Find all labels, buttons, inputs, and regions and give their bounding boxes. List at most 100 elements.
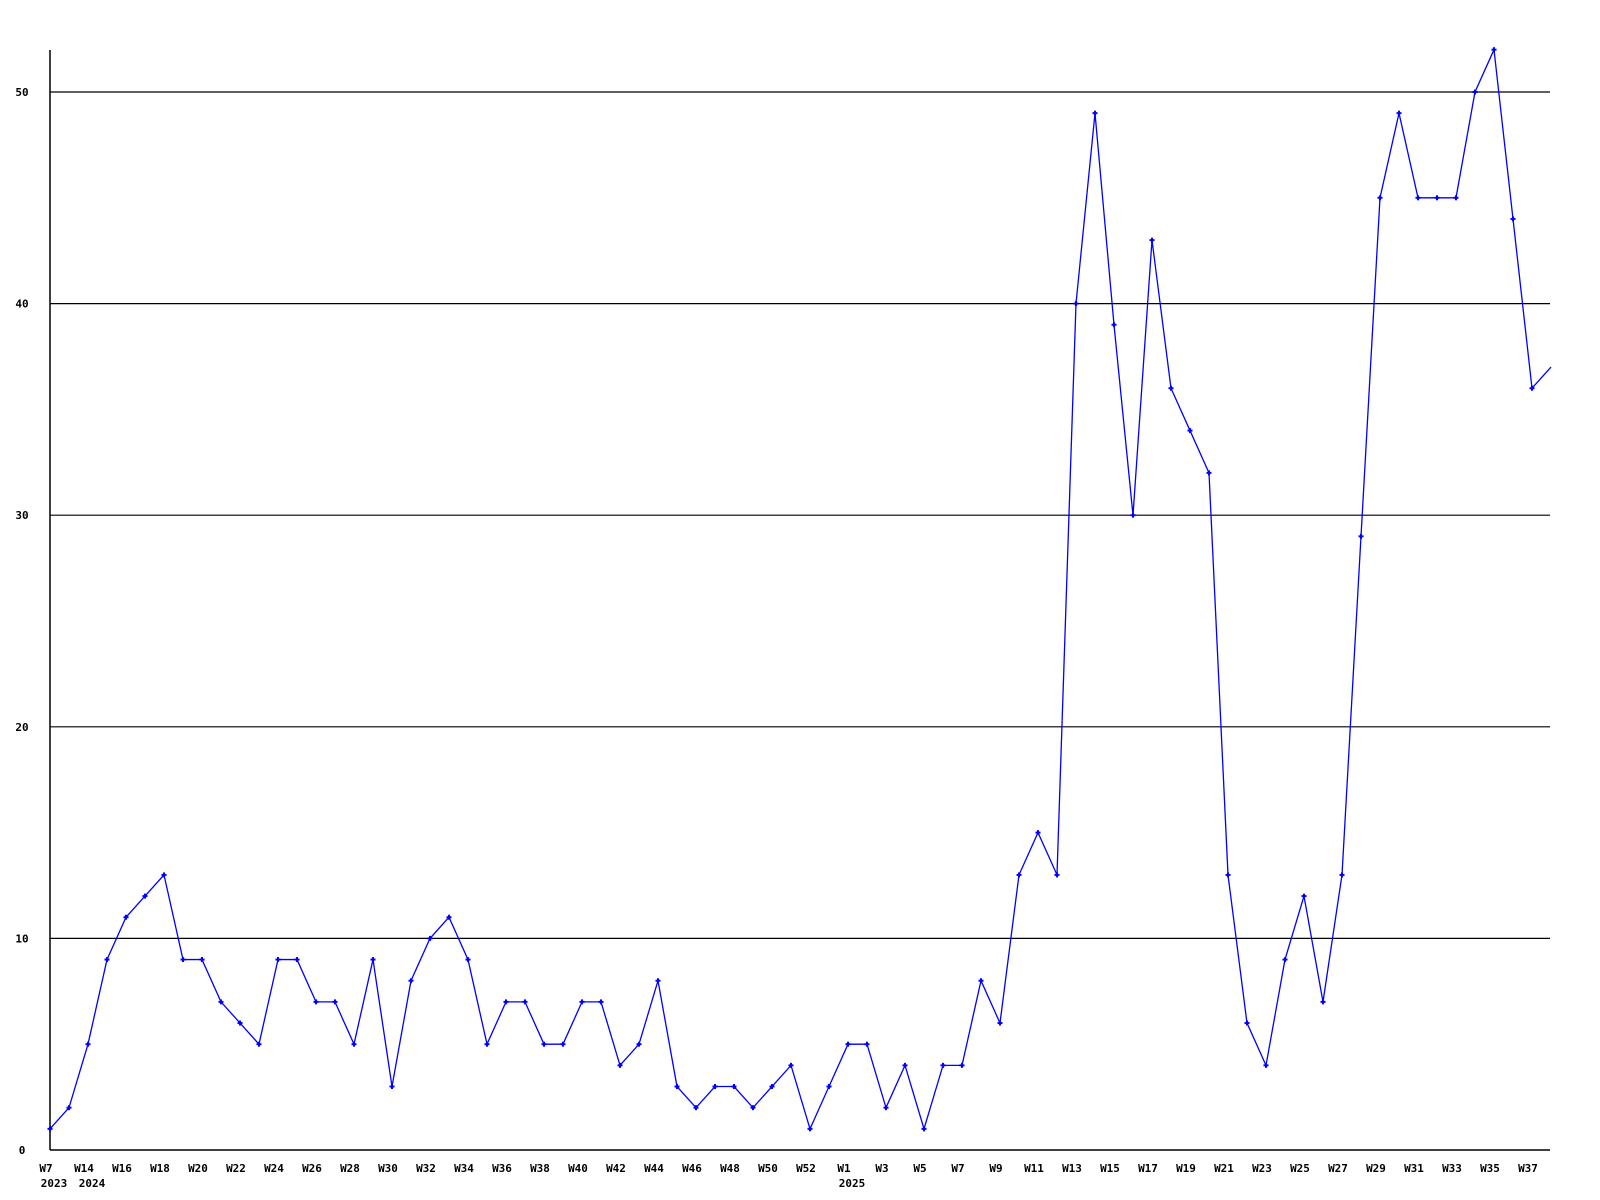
x-tick-label: W31 xyxy=(1404,1162,1424,1175)
x-tick-label: W5 xyxy=(913,1162,926,1175)
data-point xyxy=(826,1084,832,1090)
data-point xyxy=(921,1126,927,1132)
data-point xyxy=(674,1084,680,1090)
data-point xyxy=(1035,830,1041,836)
data-point xyxy=(484,1041,490,1047)
data-point xyxy=(1263,1062,1269,1068)
x-tick-label: W16 xyxy=(112,1162,132,1175)
x-tick-label: W26 xyxy=(302,1162,322,1175)
x-tick-label: W44 xyxy=(644,1162,664,1175)
x-tick-label: W22 xyxy=(226,1162,246,1175)
data-point xyxy=(1130,512,1136,518)
data-point xyxy=(275,957,281,963)
x-tick-label: W40 xyxy=(568,1162,588,1175)
data-point xyxy=(1377,195,1383,201)
data-point xyxy=(1168,385,1174,391)
data-point xyxy=(313,999,319,1005)
data-point xyxy=(104,957,110,963)
data-point xyxy=(807,1126,813,1132)
y-tick-label: 30 xyxy=(15,509,28,522)
x-tick-label: W21 xyxy=(1214,1162,1234,1175)
data-point xyxy=(1187,428,1193,434)
data-point xyxy=(389,1084,395,1090)
x-tick-label: W3 xyxy=(875,1162,888,1175)
x-tick-label: W33 xyxy=(1442,1162,1462,1175)
x-year-label: 2024 xyxy=(79,1177,106,1190)
data-point xyxy=(1244,1020,1250,1026)
data-point xyxy=(294,957,300,963)
data-point xyxy=(199,957,205,963)
x-tick-label: W32 xyxy=(416,1162,436,1175)
x-axis-ticks: W7 W14 W16 W18 W20 W22 W24 W26 W28 W30 W32 W34 W36 W3… xyxy=(39,1162,1538,1190)
data-point xyxy=(1396,110,1402,116)
x-tick-label: W19 xyxy=(1176,1162,1196,1175)
data-point xyxy=(161,872,167,878)
data-point xyxy=(1073,301,1079,307)
data-point xyxy=(1206,470,1212,476)
data-point xyxy=(959,1062,965,1068)
data-point xyxy=(1225,872,1231,878)
data-point xyxy=(1339,872,1345,878)
data-point xyxy=(1529,385,1535,391)
data-point xyxy=(142,893,148,899)
x-tick-label: W36 xyxy=(492,1162,512,1175)
data-point xyxy=(522,999,528,1005)
data-point xyxy=(351,1041,357,1047)
x-tick-label: W9 xyxy=(989,1162,1002,1175)
data-point xyxy=(332,999,338,1005)
x-year-label: 2023 xyxy=(41,1177,68,1190)
x-tick-label: W15 xyxy=(1100,1162,1120,1175)
x-tick-label: W17 xyxy=(1138,1162,1158,1175)
y-tick-label: 40 xyxy=(15,298,28,311)
x-tick-label: W38 xyxy=(530,1162,550,1175)
data-point xyxy=(902,1062,908,1068)
x-tick-label: W48 xyxy=(720,1162,740,1175)
gridlines xyxy=(50,91,1550,940)
data-point xyxy=(1054,872,1060,878)
data-point xyxy=(427,935,433,941)
data-point xyxy=(1510,216,1516,222)
data-point xyxy=(769,1084,775,1090)
series-line xyxy=(47,47,1552,1132)
x-tick-label: W37 xyxy=(1518,1162,1538,1175)
x-tick-label: W11 xyxy=(1024,1162,1044,1175)
data-point xyxy=(256,1041,262,1047)
data-point xyxy=(731,1084,737,1090)
data-point xyxy=(579,999,585,1005)
data-point xyxy=(655,978,661,984)
x-tick-label: W23 xyxy=(1252,1162,1272,1175)
x-tick-label: W29 xyxy=(1366,1162,1386,1175)
x-tick-label: W7 xyxy=(39,1162,52,1175)
data-point xyxy=(883,1105,889,1111)
data-point xyxy=(465,957,471,963)
x-tick-label: W28 xyxy=(340,1162,360,1175)
data-point xyxy=(560,1041,566,1047)
x-tick-label: W18 xyxy=(150,1162,170,1175)
x-tick-label: W1 xyxy=(837,1162,851,1175)
data-point xyxy=(1472,89,1478,95)
data-point xyxy=(1282,957,1288,963)
data-point xyxy=(85,1041,91,1047)
data-point xyxy=(845,1041,851,1047)
data-point xyxy=(237,1020,243,1026)
data-point xyxy=(864,1041,870,1047)
x-tick-label: W13 xyxy=(1062,1162,1082,1175)
x-tick-label: W34 xyxy=(454,1162,474,1175)
x-tick-label: W14 xyxy=(74,1162,94,1175)
data-point xyxy=(1016,872,1022,878)
data-point xyxy=(66,1105,72,1111)
x-tick-label: W46 xyxy=(682,1162,702,1175)
data-point xyxy=(1491,47,1497,53)
x-tick-label: W20 xyxy=(188,1162,208,1175)
data-point xyxy=(1320,999,1326,1005)
x-tick-label: W42 xyxy=(606,1162,626,1175)
data-point xyxy=(940,1062,946,1068)
data-point xyxy=(693,1105,699,1111)
data-point xyxy=(636,1041,642,1047)
data-point xyxy=(598,999,604,1005)
data-point xyxy=(1358,533,1364,539)
x-tick-label: W27 xyxy=(1328,1162,1348,1175)
data-point xyxy=(617,1062,623,1068)
data-line xyxy=(49,47,1552,1132)
data-point xyxy=(1415,195,1421,201)
